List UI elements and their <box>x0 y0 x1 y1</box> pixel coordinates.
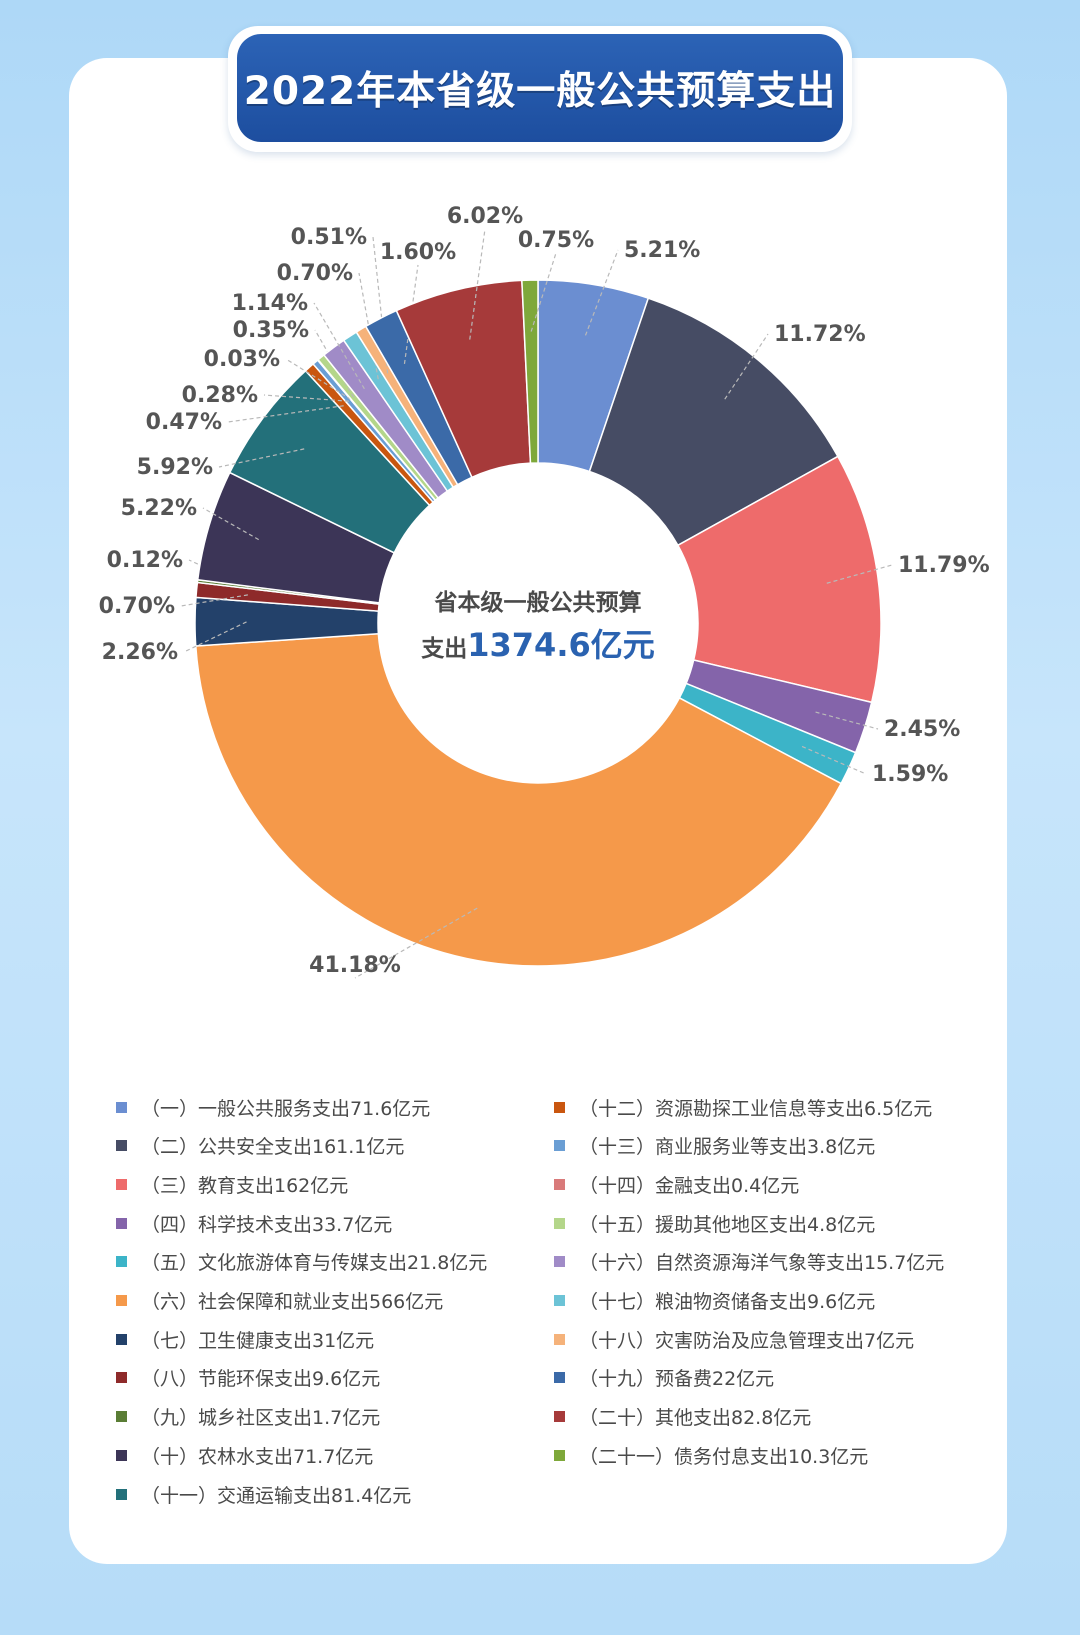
leader-line-16 <box>313 302 365 390</box>
leader-line-8 <box>180 594 248 607</box>
pct-label-3: 11.79% <box>898 553 990 578</box>
leader-line-12 <box>227 405 344 423</box>
donut-slice-6 <box>194 632 843 967</box>
leader-line-6 <box>354 907 478 979</box>
pct-label-9: 0.12% <box>107 548 183 573</box>
title-banner: 2022年本省级一般公共预算支出 <box>228 26 852 152</box>
leader-line-10 <box>202 507 259 541</box>
leader-line-4 <box>815 711 879 730</box>
pct-label-15: 0.35% <box>233 318 309 343</box>
pct-label-14: 0.03% <box>204 347 280 372</box>
pct-label-16: 1.14% <box>232 291 308 316</box>
donut-slice-21 <box>521 279 539 464</box>
pct-label-18: 0.51% <box>291 225 367 250</box>
center-total-prefix: 支出 <box>420 636 467 662</box>
title-banner-inner: 2022年本省级一般公共预算支出 <box>237 34 843 142</box>
pct-label-1: 5.21% <box>624 238 700 263</box>
pct-label-7: 2.26% <box>102 640 178 665</box>
chart-title: 2022年本省级一般公共预算支出 <box>243 69 837 114</box>
pct-label-4: 2.45% <box>884 717 960 742</box>
pct-label-20: 6.02% <box>447 204 523 229</box>
leader-line-7 <box>183 621 247 653</box>
leader-line-13 <box>263 394 349 402</box>
pct-label-5: 1.59% <box>872 762 948 787</box>
center-label-line2: 支出1374.6亿元 <box>420 626 655 664</box>
pct-label-17: 0.70% <box>277 261 353 286</box>
pct-label-13: 0.28% <box>182 383 258 408</box>
leader-line-3 <box>826 564 893 584</box>
leader-line-2 <box>724 333 769 400</box>
leader-line-1 <box>584 249 619 336</box>
center-label-line1: 省本级一般公共预算 <box>434 589 642 616</box>
pct-label-8: 0.70% <box>99 594 175 619</box>
pct-label-19: 1.60% <box>380 240 456 265</box>
leader-line-5 <box>801 745 867 775</box>
leader-line-11 <box>218 448 305 468</box>
pct-label-21: 0.75% <box>518 228 594 253</box>
pct-label-11: 5.92% <box>137 455 213 480</box>
donut-slice-3 <box>676 455 882 704</box>
center-total-value: 1374.6亿元 <box>467 626 655 664</box>
pct-label-2: 11.72% <box>774 322 866 347</box>
leader-line-20 <box>469 228 486 340</box>
pct-label-10: 5.22% <box>121 496 197 521</box>
donut-slice-2 <box>588 297 839 547</box>
leader-line-14 <box>285 358 352 400</box>
pct-label-6: 41.18% <box>309 953 401 978</box>
pct-label-12: 0.47% <box>146 410 222 435</box>
